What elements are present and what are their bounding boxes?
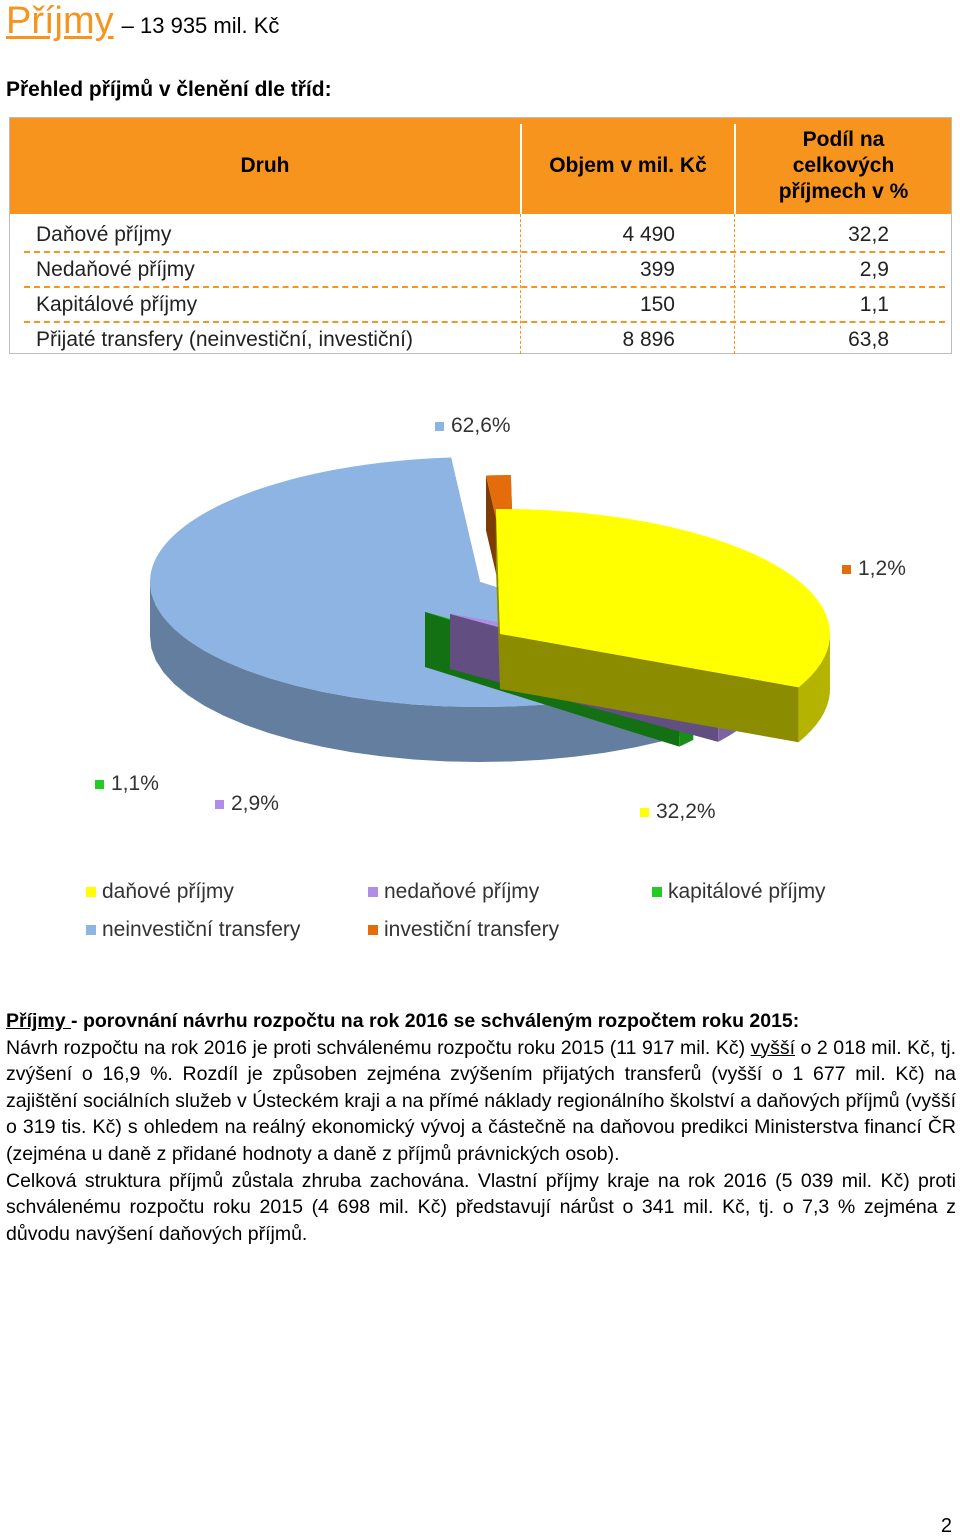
- slice-label-marker: [640, 808, 649, 817]
- row-volume: 8 896: [622, 328, 675, 351]
- pie-slice-rim: [798, 632, 830, 743]
- legend-item: daňové příjmy: [86, 880, 234, 904]
- table-row: Kapitálové příjmy 150 1,1: [10, 288, 951, 323]
- column-header-share: Podíl na celkových příjmech v %: [778, 128, 909, 203]
- row-volume: 150: [639, 293, 675, 316]
- legend-item: investiční transfery: [368, 918, 559, 942]
- table-row: Přijaté transfery (neinvestiční, investi…: [10, 323, 951, 358]
- legend-label: nedaňové příjmy: [384, 880, 540, 903]
- paragraph-text: o 2 018 mil. Kč, tj. zvýšení o 16,9 %. R…: [6, 1036, 956, 1165]
- column-divider: [520, 124, 522, 214]
- column-divider: [734, 124, 736, 214]
- legend-label: neinvestiční transfery: [102, 918, 301, 941]
- row-share: 1,1: [859, 293, 889, 316]
- column-header-type: Druh: [240, 154, 290, 177]
- row-volume: 4 490: [622, 223, 675, 246]
- slice-value-label: 1,2%: [858, 557, 906, 580]
- income-pie-chart: 62,6% 1,2% 32,2% 2,9% 1,1%: [95, 414, 906, 823]
- legend-label: investiční transfery: [384, 918, 560, 941]
- legend-swatch: [86, 925, 96, 935]
- table-row: Daňové příjmy 4 490 32,2: [10, 218, 951, 253]
- page-number: 2: [940, 1515, 952, 1537]
- emphasis-text: vyšší: [750, 1036, 796, 1059]
- section-heading-link: Příjmy: [6, 1010, 72, 1032]
- slice-value-label: 2,9%: [231, 792, 279, 815]
- slice-label-marker: [435, 422, 444, 431]
- legend-swatch: [652, 887, 662, 897]
- section-heading: - porovnání návrhu rozpočtu na rok 2016 …: [71, 1010, 800, 1032]
- column-header-volume: Objem v mil. Kč: [549, 154, 707, 177]
- row-share: 2,9: [859, 258, 889, 281]
- slice-label-marker: [95, 780, 104, 789]
- table-header: Druh Objem v mil. Kč Podíl na celkových …: [10, 118, 951, 214]
- legend-item: nedaňové příjmy: [368, 880, 539, 904]
- row-name: Kapitálové příjmy: [36, 293, 198, 316]
- row-name: Nedaňové příjmy: [36, 258, 195, 281]
- slice-label-marker: [842, 565, 851, 574]
- slice-label-marker: [215, 800, 224, 809]
- row-volume: 399: [639, 258, 675, 281]
- paragraph-text: Návrh rozpočtu na rok 2016 je proti schv…: [6, 1036, 751, 1059]
- paragraph-text: Celková struktura příjmů zůstala zhruba …: [6, 1169, 956, 1245]
- row-share: 32,2: [848, 223, 889, 246]
- legend-item: neinvestiční transfery: [86, 918, 300, 942]
- row-name: Přijaté transfery (neinvestiční, investi…: [36, 328, 413, 351]
- table-caption: Přehled příjmů v členění dle tříd:: [6, 78, 332, 101]
- pie-slice: [495, 509, 831, 688]
- income-table: Druh Objem v mil. Kč Podíl na celkových …: [9, 117, 952, 354]
- legend-label: daňové příjmy: [102, 880, 234, 903]
- page-header: Příjmy – 13 935 mil. Kč: [6, 0, 279, 44]
- legend-label: kapitálové příjmy: [668, 880, 826, 903]
- legend-swatch: [368, 887, 378, 897]
- row-name: Daňové příjmy: [36, 223, 172, 246]
- table-row: Nedaňové příjmy 399 2,9: [10, 253, 951, 288]
- row-share: 63,8: [848, 328, 889, 351]
- section-title: Příjmy: [6, 0, 114, 42]
- row-divider: [734, 214, 735, 354]
- legend-item: kapitálové příjmy: [652, 880, 826, 904]
- legend-swatch: [86, 887, 96, 897]
- pie-slice-side: [495, 509, 500, 689]
- slice-value-label: 32,2%: [656, 800, 716, 823]
- slice-value-label: 62,6%: [451, 414, 511, 437]
- section-paragraph: Příjmy - porovnání návrhu rozpočtu na ro…: [6, 1008, 956, 1247]
- legend-swatch: [368, 925, 378, 935]
- slice-value-label: 1,1%: [111, 772, 159, 795]
- pie-slice-side: [500, 634, 799, 743]
- total-amount: – 13 935 mil. Kč: [121, 13, 280, 38]
- row-divider: [520, 214, 521, 354]
